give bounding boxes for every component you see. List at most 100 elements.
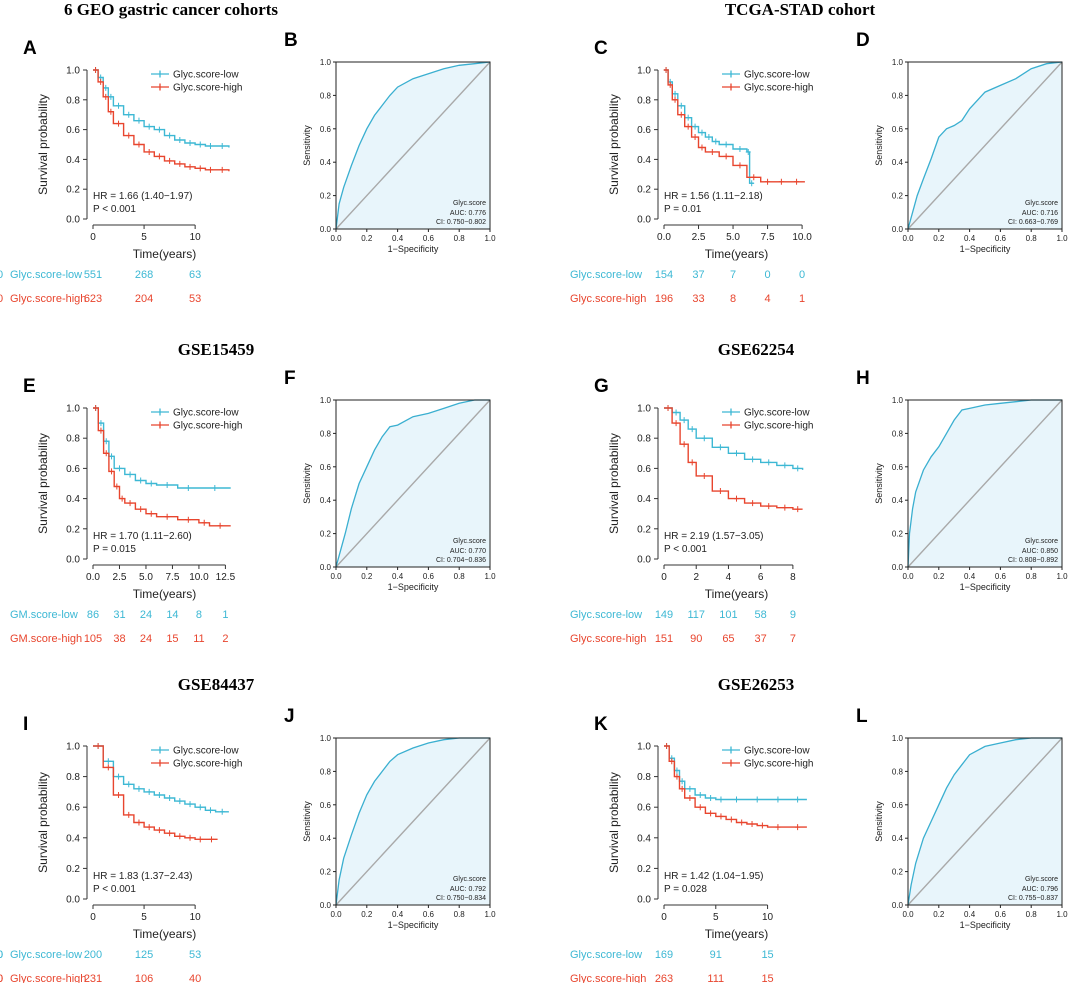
censor-mark <box>146 824 152 831</box>
p-value: P < 0.001 <box>664 544 707 555</box>
x-tick-label: 0.6 <box>423 910 435 919</box>
censor-mark <box>105 764 111 771</box>
risk-count: 15 <box>761 973 773 983</box>
y-tick-label: 1.0 <box>637 66 651 77</box>
censor-mark <box>207 142 213 149</box>
x-tick-label: 0.2 <box>361 910 373 919</box>
censor-mark <box>692 134 698 141</box>
risk-count: 7 <box>790 633 796 645</box>
censor-mark <box>713 138 719 145</box>
censor-mark <box>116 102 122 109</box>
y-tick-label: 0.6 <box>892 801 904 810</box>
panel-b: B 0.0 0.2 0.4 0.6 0.8 1.0 0.0 0.2 0.4 0.6 0.8 1.0 1−S… <box>284 30 496 254</box>
censor-mark <box>782 462 788 469</box>
section-title-tcga: TCGA-STAD cohort <box>725 0 876 19</box>
censor-mark <box>207 807 213 814</box>
legend-swatch-low <box>722 408 740 416</box>
risk-count: 105 <box>84 633 102 645</box>
censor-mark <box>187 163 193 170</box>
y-tick-label: 0.2 <box>892 868 904 877</box>
risk-count: 623 <box>84 293 102 305</box>
censor-mark <box>126 811 132 818</box>
y-axis-label: Survival probability <box>36 433 50 534</box>
y-tick-label: 0.8 <box>637 772 651 783</box>
p-value: P = 0.01 <box>664 204 702 215</box>
censor-mark <box>197 165 203 172</box>
panel-h: H 0.0 0.2 0.4 0.6 0.8 1.0 0.0 0.2 0.4 0.6 0.8 1.0 1−S… <box>856 368 1068 592</box>
censor-mark <box>103 93 109 100</box>
censor-mark <box>723 153 729 160</box>
legend-label: Glyc.score-low <box>173 408 239 419</box>
panel-letter: B <box>284 30 298 51</box>
risk-count: 37 <box>692 269 704 281</box>
censor-mark <box>708 795 714 802</box>
hazard-ratio: HR = 1.42 (1.04−1.95) <box>664 871 764 882</box>
risk-count: 15 <box>761 949 773 961</box>
y-tick-label: 0.6 <box>892 125 904 134</box>
ci-value: CI: 0.704−0.836 <box>436 557 486 564</box>
censor-mark <box>201 519 207 526</box>
roc-curve <box>907 399 1062 568</box>
y-tick-label: 0.2 <box>637 185 651 196</box>
y-tick-label: 1.0 <box>320 734 332 743</box>
legend-swatch-high <box>151 421 169 429</box>
risk-row-label: Glyc.score-low <box>570 269 642 281</box>
censor-mark <box>717 488 723 495</box>
censor-mark <box>749 821 755 828</box>
risk-count: 169 <box>655 949 673 961</box>
censor-mark <box>109 468 115 475</box>
x-tick-label: 0.8 <box>454 910 466 919</box>
y-tick-label: 0.8 <box>892 429 904 438</box>
risk-row-label: Glyc.score-high <box>570 293 646 305</box>
censor-mark <box>759 822 765 829</box>
risk-count: 0 <box>0 973 3 983</box>
y-tick-label: 0.2 <box>892 530 904 539</box>
censor-mark <box>138 477 144 484</box>
risk-count: 58 <box>755 609 767 621</box>
censor-mark <box>681 441 687 448</box>
risk-count: 204 <box>135 293 153 305</box>
censor-mark <box>219 808 225 815</box>
y-tick-label: 0.4 <box>892 158 904 167</box>
censor-mark <box>749 180 755 187</box>
censor-mark <box>697 804 703 811</box>
hazard-ratio: HR = 2.19 (1.57−3.05) <box>664 531 764 542</box>
x-tick-label: 0.0 <box>902 572 914 581</box>
censor-mark <box>98 420 104 427</box>
censor-mark <box>187 801 193 808</box>
diagonal-reference <box>335 737 491 906</box>
censor-mark <box>737 162 743 169</box>
risk-count: 0 <box>0 973 3 983</box>
risk-count: 53 <box>189 949 201 961</box>
censor-mark <box>148 480 154 487</box>
legend-label: Glyc.score-high <box>744 83 813 94</box>
x-tick-label: 0.4 <box>392 572 404 581</box>
ci-value: CI: 0.755−0.837 <box>1008 895 1058 902</box>
risk-row-label: GM.score-high <box>10 633 82 645</box>
x-tick-label: 0.2 <box>933 234 945 243</box>
censor-mark <box>108 93 114 100</box>
y-tick-label: 0.2 <box>320 530 332 539</box>
censor-mark <box>728 816 734 823</box>
censor-mark <box>93 67 99 73</box>
censor-mark <box>699 144 705 151</box>
x-tick-label: 0 <box>661 912 667 923</box>
x-tick-label: 0.2 <box>933 572 945 581</box>
risk-count: 101 <box>719 609 737 621</box>
panel-l: L 0.0 0.2 0.4 0.6 0.8 1.0 0.0 0.2 0.4 0.6 0.8 1.0 1−S… <box>856 706 1068 930</box>
risk-row-label: GM.score-low <box>10 609 78 621</box>
x-tick-label: 0.0 <box>330 234 342 243</box>
risk-count: 90 <box>690 633 702 645</box>
legend-label: Glyc.score-low <box>173 746 239 757</box>
x-tick-label: 10.0 <box>189 572 209 583</box>
risk-count: 31 <box>113 609 125 621</box>
y-tick-label: 0.8 <box>637 95 651 106</box>
x-tick-label: 0.4 <box>964 234 976 243</box>
censor-mark <box>167 132 173 139</box>
x-tick-label: 5 <box>141 232 147 243</box>
y-tick-label: 0.8 <box>66 434 80 445</box>
censor-mark <box>187 834 193 841</box>
x-tick-label: 0.4 <box>964 572 976 581</box>
legend-swatch-low <box>722 70 740 78</box>
x-axis-label: 1−Specificity <box>960 244 1011 254</box>
